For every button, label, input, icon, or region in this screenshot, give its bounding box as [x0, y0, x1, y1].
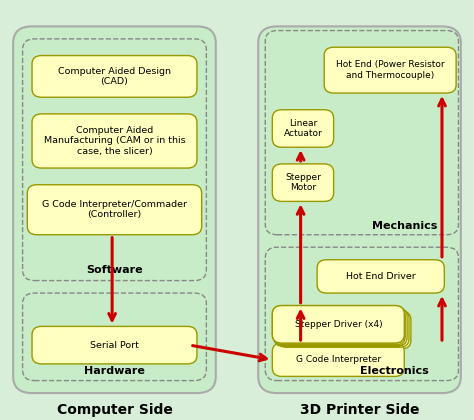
FancyBboxPatch shape [324, 47, 456, 93]
FancyBboxPatch shape [32, 326, 197, 364]
Text: Computer Side: Computer Side [56, 403, 173, 417]
FancyBboxPatch shape [27, 185, 201, 235]
FancyBboxPatch shape [275, 310, 407, 348]
FancyBboxPatch shape [275, 308, 407, 346]
Text: Hot End Driver: Hot End Driver [346, 272, 416, 281]
FancyBboxPatch shape [274, 309, 406, 346]
FancyBboxPatch shape [32, 55, 197, 97]
FancyBboxPatch shape [273, 343, 404, 376]
FancyBboxPatch shape [279, 311, 411, 349]
Text: Hardware: Hardware [84, 366, 145, 376]
Text: Electronics: Electronics [360, 366, 429, 376]
FancyBboxPatch shape [32, 114, 197, 168]
Text: 3D Printer Side: 3D Printer Side [300, 403, 419, 417]
FancyBboxPatch shape [273, 164, 334, 202]
Text: G Code Interpreter: G Code Interpreter [296, 355, 381, 364]
Text: Computer Aided
Manufacturing (CAM or in this
case, the slicer): Computer Aided Manufacturing (CAM or in … [44, 126, 185, 156]
Text: Hot End (Power Resistor
and Thermocouple): Hot End (Power Resistor and Thermocouple… [336, 60, 445, 80]
FancyBboxPatch shape [277, 310, 409, 347]
Text: Stepper Driver (x4): Stepper Driver (x4) [294, 320, 382, 329]
Text: Stepper
Motor: Stepper Motor [285, 173, 321, 192]
Text: Software: Software [86, 265, 143, 275]
FancyBboxPatch shape [317, 260, 444, 293]
Text: Linear
Actuator: Linear Actuator [283, 119, 322, 138]
Text: Serial Port: Serial Port [90, 341, 139, 350]
FancyBboxPatch shape [273, 307, 405, 345]
FancyBboxPatch shape [258, 26, 461, 393]
Text: G Code Interpreter/Commader
(Controller): G Code Interpreter/Commader (Controller) [42, 200, 187, 219]
FancyBboxPatch shape [13, 26, 216, 393]
FancyBboxPatch shape [273, 306, 404, 343]
FancyBboxPatch shape [273, 110, 334, 147]
Text: Mechanics: Mechanics [372, 220, 437, 231]
FancyBboxPatch shape [273, 306, 404, 343]
Text: Computer Aided Design
(CAD): Computer Aided Design (CAD) [58, 67, 171, 86]
